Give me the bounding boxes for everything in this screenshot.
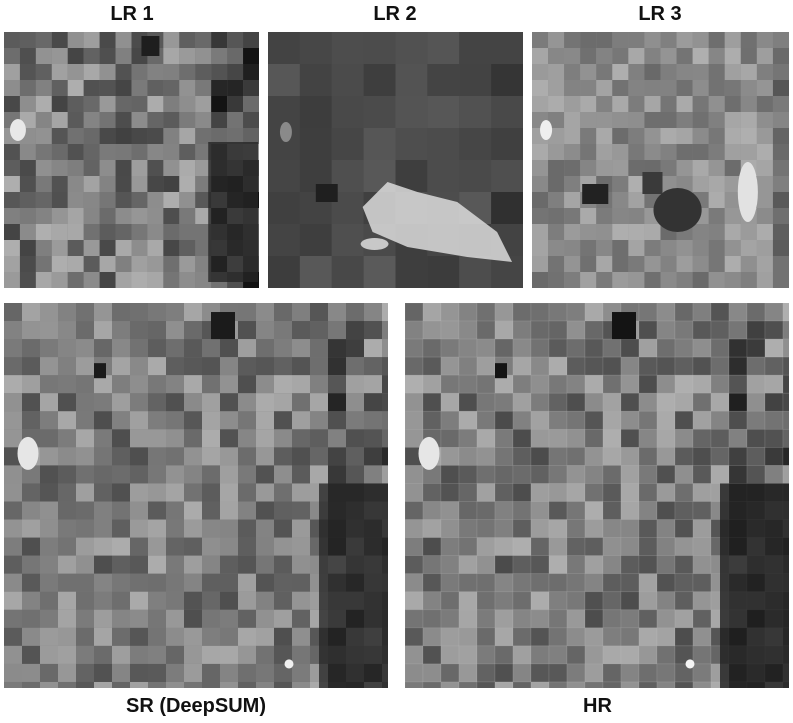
label-lr3: LR 3 [638, 3, 682, 25]
label-lr1: LR 1 [110, 3, 154, 25]
image-lr1 [4, 32, 259, 288]
image-hr [405, 303, 789, 688]
image-lr3 [532, 32, 789, 288]
label-sr: SR (DeepSUM) [125, 695, 266, 717]
image-sr [4, 303, 388, 688]
label-lr2: LR 2 [373, 3, 417, 25]
image-lr2 [268, 32, 523, 288]
label-hr: HR [583, 695, 612, 717]
